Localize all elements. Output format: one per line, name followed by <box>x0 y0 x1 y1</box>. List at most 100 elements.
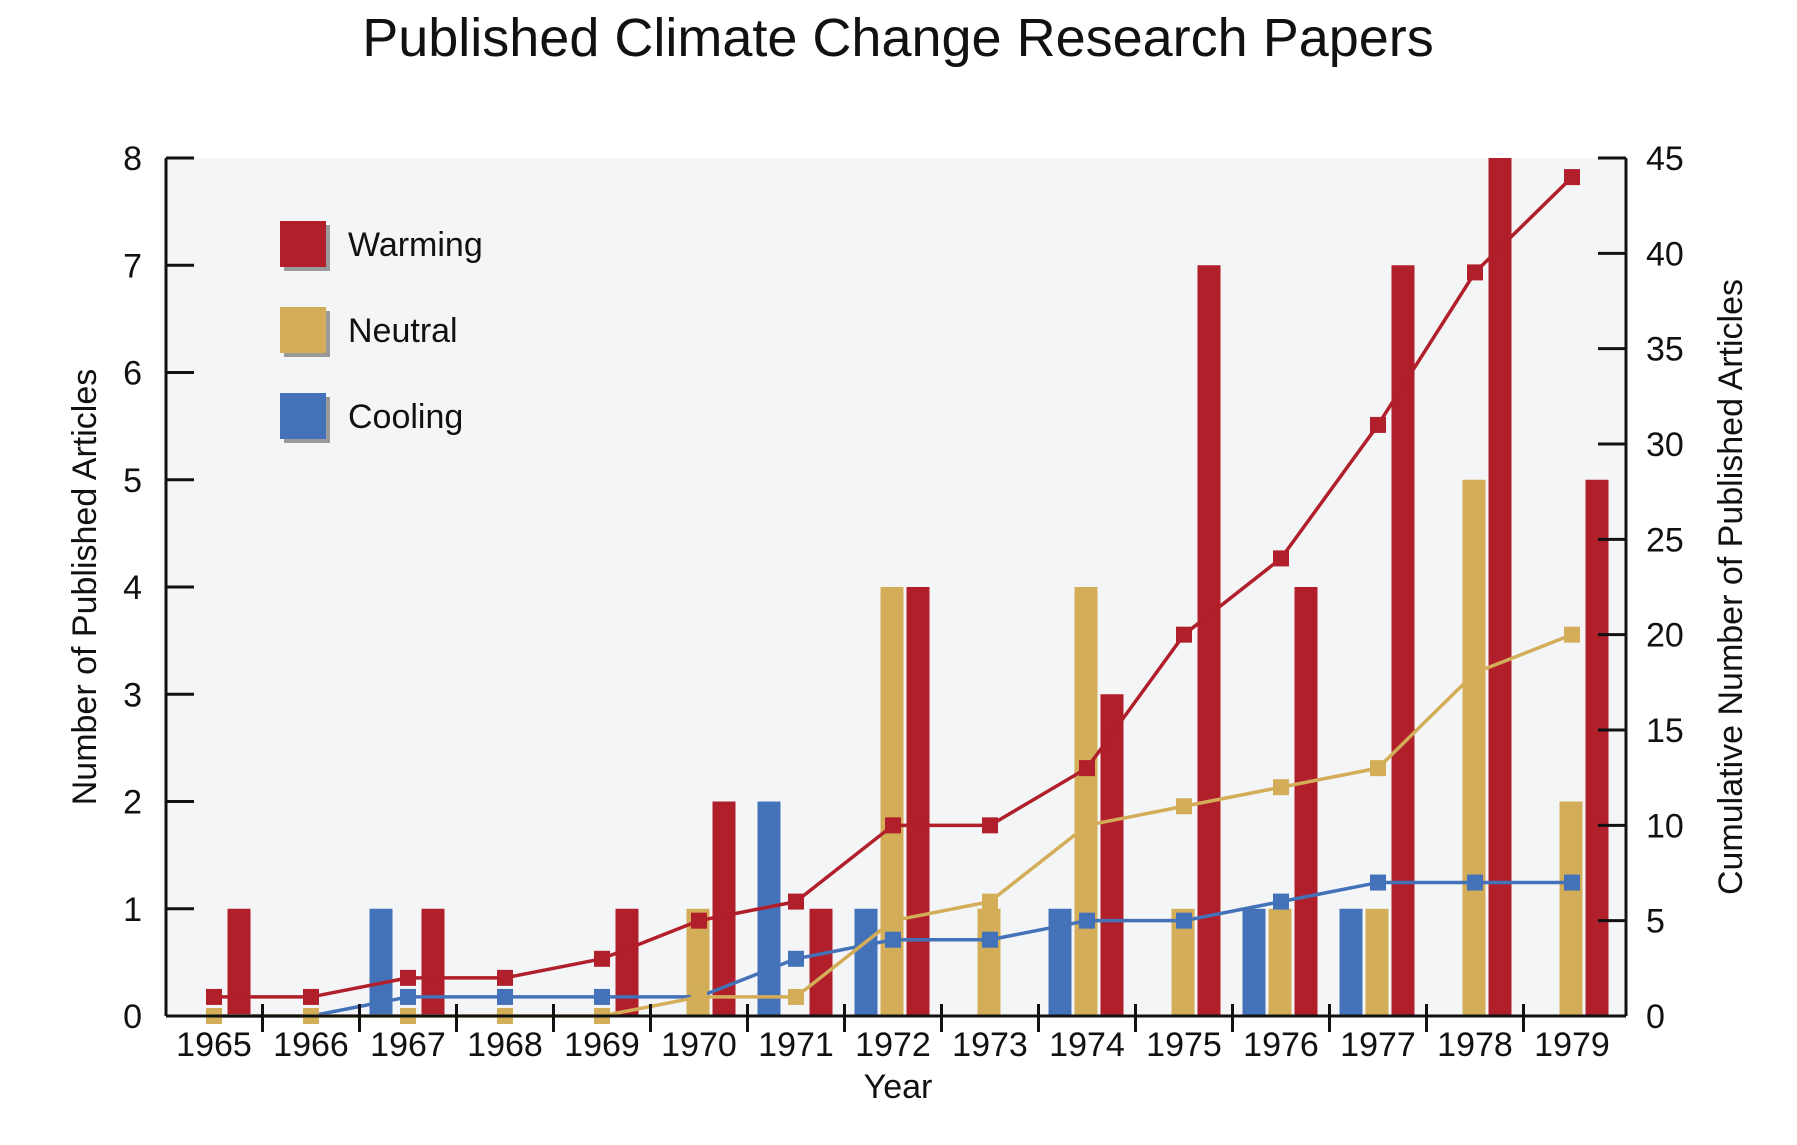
y2-tick-label: 0 <box>1646 998 1665 1036</box>
legend: Warming Neutral Cooling <box>280 221 483 443</box>
bar-neutral <box>977 908 1001 1016</box>
x-tick-label: 1974 <box>1049 1026 1125 1064</box>
bar-cooling <box>1242 908 1266 1016</box>
cumulative-point-neutral <box>691 988 707 1005</box>
cumulative-point-warming <box>1079 760 1095 777</box>
chart-title: Published Climate Change Research Papers <box>362 8 1434 68</box>
x-tick-label: 1979 <box>1534 1026 1610 1064</box>
y-axis-title: Number of Published Articles <box>66 369 104 806</box>
x-tick-label: 1968 <box>467 1026 543 1064</box>
bar-cooling <box>1048 908 1072 1016</box>
bar-neutral <box>1365 908 1389 1016</box>
y2-tick-label: 10 <box>1646 807 1684 845</box>
bar-warming <box>615 908 639 1016</box>
legend-label-cooling: Cooling <box>348 398 463 436</box>
y-tick-label: 3 <box>123 676 142 714</box>
y-tick-label: 4 <box>123 569 142 607</box>
legend-item-cooling: Cooling <box>280 393 463 443</box>
cumulative-point-warming <box>303 988 319 1005</box>
cumulative-point-warming <box>206 988 222 1005</box>
y-tick-label: 6 <box>123 355 142 393</box>
bar-neutral <box>1268 908 1292 1016</box>
legend-swatch-cooling-fill <box>280 393 326 439</box>
bar-neutral <box>880 587 904 1016</box>
cumulative-point-neutral <box>1564 626 1580 643</box>
cumulative-point-cooling <box>1564 874 1580 891</box>
legend-label-neutral: Neutral <box>348 312 458 350</box>
cumulative-point-neutral <box>1370 760 1386 777</box>
bar-cooling <box>1339 908 1363 1016</box>
bar-neutral <box>1171 908 1195 1016</box>
cumulative-point-neutral <box>885 912 901 929</box>
cumulative-point-cooling <box>788 950 804 967</box>
y2-tick-label: 25 <box>1646 521 1684 559</box>
y2-tick-label: 5 <box>1646 903 1665 941</box>
cumulative-point-warming <box>497 969 513 986</box>
y2-tick-label: 30 <box>1646 426 1684 464</box>
y-tick-label: 0 <box>123 998 142 1036</box>
cumulative-point-warming <box>400 969 416 986</box>
bar-warming <box>809 908 833 1016</box>
cumulative-point-neutral <box>1176 798 1192 815</box>
x-tick-label: 1976 <box>1243 1026 1319 1064</box>
y2-tick-label: 35 <box>1646 331 1684 369</box>
x-tick-label: 1965 <box>176 1026 252 1064</box>
y2-tick-label: 45 <box>1646 140 1684 178</box>
cumulative-point-cooling <box>400 988 416 1005</box>
bar-cooling <box>369 908 393 1016</box>
cumulative-point-cooling <box>594 988 610 1005</box>
cumulative-point-neutral <box>1273 779 1289 796</box>
y-tick-label: 1 <box>123 891 142 929</box>
bars <box>227 158 1609 1016</box>
legend-swatch-neutral-fill <box>280 307 326 353</box>
cumulative-point-cooling <box>1176 912 1192 929</box>
cumulative-point-warming <box>1273 550 1289 567</box>
bar-warming <box>712 801 736 1016</box>
x-tick-label: 1977 <box>1340 1026 1416 1064</box>
legend-item-neutral: Neutral <box>280 307 458 357</box>
x-tick-label: 1966 <box>273 1026 349 1064</box>
bar-neutral <box>1462 479 1486 1016</box>
bar-warming <box>1294 587 1318 1016</box>
cumulative-point-warming <box>788 893 804 910</box>
y2-tick-label: 20 <box>1646 617 1684 655</box>
cumulative-point-cooling <box>1467 874 1483 891</box>
x-tick-label: 1975 <box>1146 1026 1222 1064</box>
cumulative-point-warming <box>691 912 707 929</box>
bar-warming <box>1488 158 1512 1016</box>
y2-axis-title: Cumulative Number of Published Articles <box>1712 279 1750 895</box>
cumulative-point-warming <box>1176 626 1192 643</box>
bar-warming <box>421 908 445 1016</box>
cumulative-point-cooling <box>497 988 513 1005</box>
cumulative-point-cooling <box>1079 912 1095 929</box>
bar-warming <box>1197 265 1221 1016</box>
y-tick-label: 7 <box>123 247 142 285</box>
y-tick-label: 2 <box>123 784 142 822</box>
cumulative-point-warming <box>885 817 901 834</box>
legend-label-warming: Warming <box>348 226 483 264</box>
y-tick-label: 5 <box>123 462 142 500</box>
x-tick-label: 1967 <box>370 1026 446 1064</box>
bar-warming <box>227 908 251 1016</box>
cumulative-point-neutral <box>1467 664 1483 681</box>
bar-cooling <box>757 801 781 1016</box>
cumulative-point-cooling <box>1273 893 1289 910</box>
bar-neutral <box>1074 587 1098 1016</box>
x-tick-label: 1971 <box>758 1026 834 1064</box>
cumulative-point-warming <box>982 817 998 834</box>
legend-item-warming: Warming <box>280 221 483 271</box>
x-tick-label: 1972 <box>855 1026 931 1064</box>
bar-cooling <box>854 908 878 1016</box>
bar-warming <box>906 587 930 1016</box>
bar-neutral <box>1559 801 1583 1016</box>
y2-tick-label: 15 <box>1646 712 1684 750</box>
x-tick-label: 1978 <box>1437 1026 1513 1064</box>
cumulative-point-cooling <box>1370 874 1386 891</box>
cumulative-point-cooling <box>885 931 901 948</box>
bar-warming <box>1100 694 1124 1016</box>
cumulative-point-neutral <box>788 988 804 1005</box>
x-axis-title: Year <box>864 1068 933 1106</box>
cumulative-point-neutral <box>1079 817 1095 834</box>
